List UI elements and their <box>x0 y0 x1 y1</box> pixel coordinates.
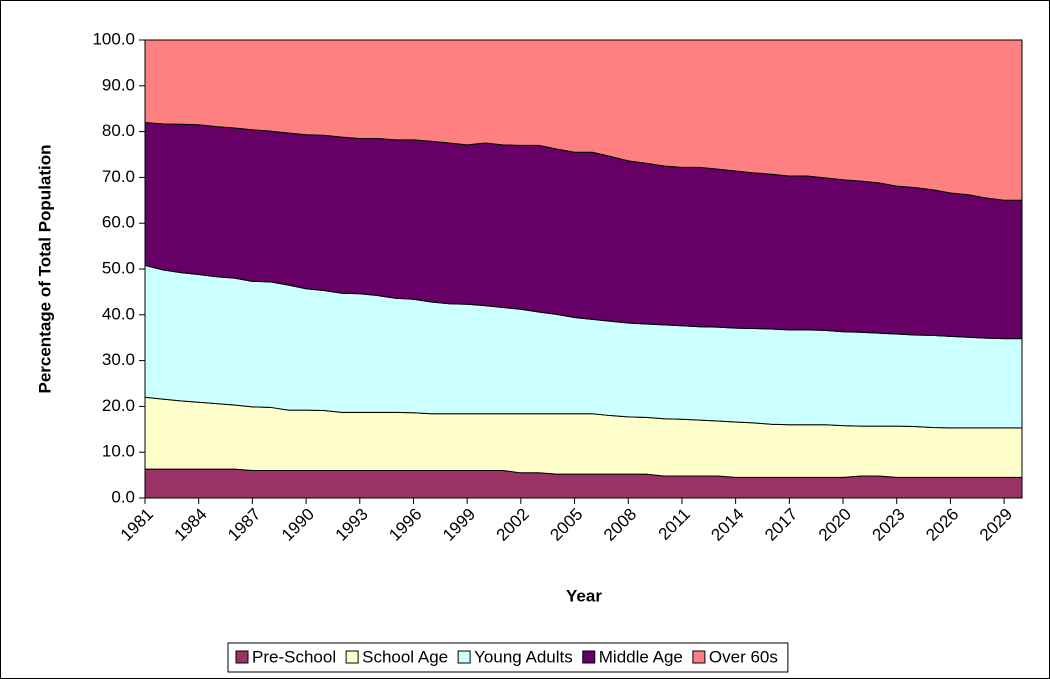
legend-label: Over 60s <box>709 647 778 666</box>
legend-label: Pre-School <box>252 647 336 666</box>
y-tick-label: 0.0 <box>111 487 135 506</box>
legend-swatch <box>457 650 471 664</box>
y-tick-label: 30.0 <box>102 350 135 369</box>
legend: Pre-School School Age Young Adults Middle A… <box>227 642 789 673</box>
y-tick-label: 90.0 <box>102 75 135 94</box>
y-tick-label: 20.0 <box>102 396 135 415</box>
y-tick-label: 50.0 <box>102 258 135 277</box>
legend-label: Middle Age <box>599 647 683 666</box>
legend-label: School Age <box>362 647 448 666</box>
y-tick-label: 80.0 <box>102 121 135 140</box>
legend-swatch <box>345 650 359 664</box>
legend-swatch <box>692 650 706 664</box>
y-tick-label: 100.0 <box>92 29 135 48</box>
legend-swatch <box>582 650 596 664</box>
y-tick-label: 10.0 <box>102 442 135 461</box>
x-axis-title: Year <box>566 586 602 605</box>
legend-label: Young Adults <box>474 647 573 666</box>
y-axis-title: Percentage of Total Population <box>35 144 54 393</box>
y-tick-label: 60.0 <box>102 213 135 232</box>
y-tick-label: 70.0 <box>102 167 135 186</box>
legend-swatch <box>235 650 249 664</box>
y-tick-label: 40.0 <box>102 304 135 323</box>
